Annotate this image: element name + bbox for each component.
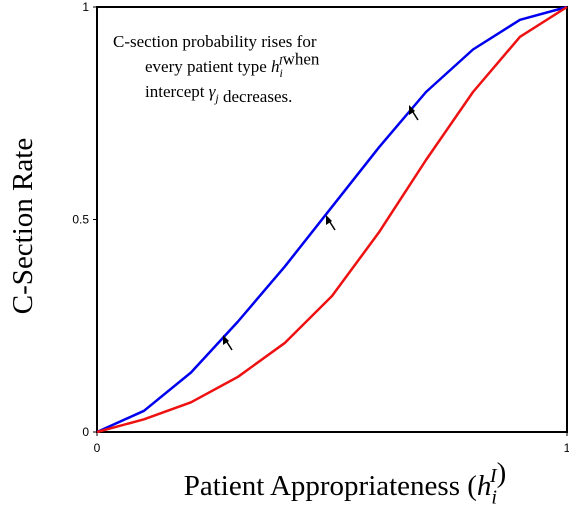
math-sub: i bbox=[280, 66, 283, 80]
math-base: h bbox=[271, 57, 280, 76]
annotation-line: C-section probability rises for bbox=[113, 32, 317, 51]
series-line bbox=[96, 5, 568, 434]
math-base: γ bbox=[209, 82, 217, 101]
y-tick-label: 1 bbox=[82, 0, 89, 14]
annotation-text: decreases. bbox=[219, 87, 293, 106]
y-tick-label: 0.5 bbox=[72, 213, 89, 227]
series-line bbox=[96, 5, 568, 434]
arrow-head bbox=[326, 215, 332, 225]
math-sub: i bbox=[491, 487, 497, 509]
annotation-line: every patient type hiIwhen bbox=[145, 49, 320, 80]
math-base: h bbox=[477, 470, 492, 502]
x-axis-label: Patient Appropriateness (hiI) bbox=[184, 457, 507, 509]
x-axis-label-text: Patient Appropriateness ( bbox=[184, 470, 477, 502]
math-sup: I bbox=[489, 465, 498, 487]
math-sub: j bbox=[213, 91, 219, 105]
arrow-head bbox=[409, 105, 415, 115]
y-tick-label: 0 bbox=[82, 425, 89, 439]
annotation-text: when bbox=[283, 49, 320, 68]
x-axis-label-close: ) bbox=[497, 457, 507, 489]
annotation-text: C-section probability rises for bbox=[113, 32, 317, 51]
annotation-text: intercept bbox=[145, 82, 209, 101]
annotation-line: intercept γj decreases. bbox=[145, 82, 292, 106]
arrow-head bbox=[223, 335, 229, 345]
x-tick-label: 0 bbox=[94, 441, 101, 455]
annotation-text: every patient type bbox=[145, 57, 271, 76]
x-tick-label: 1 bbox=[564, 441, 569, 455]
math-sup: I bbox=[278, 53, 284, 67]
y-axis-label: C-Section Rate bbox=[7, 138, 39, 314]
